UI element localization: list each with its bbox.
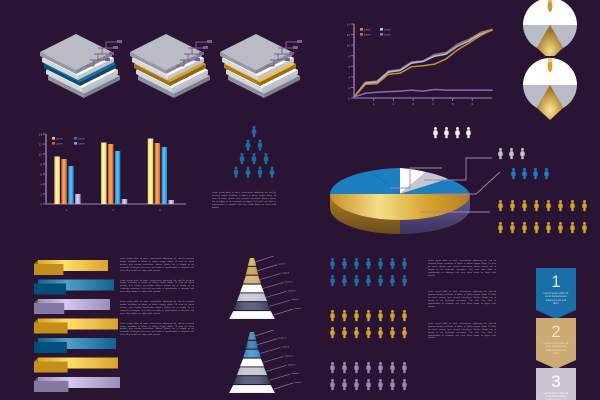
svg-text:0: 0	[40, 203, 42, 207]
svg-text:3: 3	[412, 102, 414, 106]
svg-text:6: 6	[348, 65, 350, 69]
svg-text:Lorem 7: Lorem 7	[294, 307, 302, 310]
banner-3-number: 3	[551, 371, 561, 391]
banner-3[interactable]: 3 Lorem ipsum dolor sit amet consectetue…	[536, 368, 576, 400]
radial-chart-top	[519, 0, 581, 61]
svg-text:14: 14	[347, 23, 351, 27]
pyramid-caption: Lorem ipsum dolor sit amet, consectetuer…	[212, 192, 277, 209]
svg-text:4: 4	[40, 183, 42, 187]
svg-text:Lorem: Lorem	[56, 137, 63, 140]
banner-1-caption: Lorem ipsum dolor sit amet consectetuer …	[543, 291, 569, 305]
svg-text:Lorem 2: Lorem 2	[278, 337, 286, 340]
line-chart: 0 2 4 6 8 10 12 14 1 2 3 4 5 6 Lorem Lorem Lorem Lorem	[336, 18, 496, 119]
svg-text:0: 0	[348, 97, 350, 101]
people-pyramid	[208, 126, 304, 193]
svg-text:14: 14	[39, 133, 43, 137]
svg-text:10: 10	[39, 153, 43, 157]
svg-text:2: 2	[393, 102, 395, 106]
callout-group-white	[432, 127, 482, 150]
svg-text:Lorem: Lorem	[384, 28, 391, 31]
svg-text:1: 1	[373, 102, 375, 106]
svg-text:Lorem: Lorem	[364, 28, 371, 31]
banner-3-caption: Lorem ipsum dolor sit amet consectetuer …	[543, 391, 569, 400]
svg-text:3: 3	[159, 208, 161, 212]
people-grid-purple	[330, 362, 416, 400]
svg-text:Lorem 6: Lorem 6	[291, 298, 299, 301]
svg-text:2: 2	[348, 86, 350, 90]
banner-2[interactable]: 2 Lorem ipsum dolor sit amet consectetue…	[536, 318, 576, 369]
svg-text:1: 1	[66, 208, 68, 212]
svg-text:Lorem 6: Lorem 6	[291, 372, 299, 375]
text-block: Lorem ipsum dolor sit amet, consectetuer…	[120, 258, 194, 272]
svg-text:4: 4	[348, 75, 350, 79]
text-block: Lorem ipsum dolor sit amet, consectetuer…	[120, 279, 194, 294]
svg-text:Lorem: Lorem	[78, 137, 85, 140]
svg-text:5: 5	[452, 102, 454, 106]
layer-stack-3	[214, 22, 310, 107]
banner-1-number: 1	[551, 271, 561, 291]
text-block: Lorem ipsum dolor sit amet, consectetuer…	[428, 291, 496, 308]
svg-text:Lorem 1: Lorem 1	[275, 330, 283, 331]
people-grid-blue	[330, 258, 416, 297]
pie-callout-lines	[390, 157, 501, 213]
banner-2-number: 2	[551, 321, 561, 341]
text-block: Lorem ipsum dolor sit amet, consectetuer…	[428, 260, 496, 277]
banner-2-caption: Lorem ipsum dolor sit amet consectetuer …	[543, 341, 569, 355]
ribbon-bar-chart	[12, 256, 120, 400]
banner-2-body: 2 Lorem ipsum dolor sit amet consectetue…	[536, 318, 576, 360]
layer-stack-2	[124, 22, 220, 107]
banner-1-body: 1 Lorem ipsum dolor sit amet consectetue…	[536, 268, 576, 310]
callout-group-blue	[510, 168, 560, 191]
svg-text:Lorem 7: Lorem 7	[294, 381, 302, 384]
bar-chart: 0 2 4 6 8 10 12 14 1 2 3 Lorem Lorem Lorem Lorem	[26, 128, 192, 225]
svg-text:10: 10	[347, 44, 351, 48]
svg-text:12: 12	[347, 33, 351, 37]
layer-stack-1	[34, 22, 130, 107]
banner-1-notch	[536, 310, 576, 319]
svg-text:4: 4	[432, 102, 434, 106]
people-grid-gold	[330, 310, 416, 349]
radial-chart-bottom	[519, 54, 581, 125]
text-column-left: Lorem ipsum dolor sit amet, consectetuer…	[120, 258, 194, 337]
text-column-right: Lorem ipsum dolor sit amet, consectetuer…	[428, 260, 496, 340]
svg-text:Lorem: Lorem	[384, 33, 391, 36]
pyramid-gold: Lorem 1 Lorem 2 Lorem 3 Lorem 4 Lorem 5 Lorem…	[212, 254, 312, 331]
svg-text:Lorem 4: Lorem 4	[285, 354, 293, 357]
svg-text:2: 2	[112, 208, 114, 212]
svg-text:Lorem 3: Lorem 3	[282, 272, 290, 275]
svg-text:2: 2	[40, 193, 42, 197]
svg-text:Lorem 2: Lorem 2	[278, 263, 286, 266]
svg-text:12: 12	[39, 143, 43, 147]
text-block: Lorem ipsum dolor sit amet, consectetuer…	[120, 322, 194, 337]
callout-group-gold	[498, 200, 598, 249]
svg-text:Lorem 4: Lorem 4	[285, 280, 293, 283]
svg-text:8: 8	[40, 163, 42, 167]
svg-text:Lorem: Lorem	[56, 142, 63, 145]
svg-text:6: 6	[40, 173, 42, 177]
banner-2-notch	[536, 360, 576, 369]
svg-text:6: 6	[471, 102, 473, 106]
svg-text:Lorem: Lorem	[364, 33, 371, 36]
pie-chart-3d	[322, 158, 478, 245]
banner-1[interactable]: 1 Lorem ipsum dolor sit amet consectetue…	[536, 268, 576, 319]
pyramid-blue: Lorem 1 Lorem 2 Lorem 3 Lorem 4 Lorem 5 Lorem…	[212, 328, 312, 400]
svg-text:Lorem: Lorem	[78, 142, 85, 145]
svg-text:Lorem 3: Lorem 3	[282, 346, 290, 349]
banner-3-body: 3 Lorem ipsum dolor sit amet consectetue…	[536, 368, 576, 400]
svg-text:Lorem 5: Lorem 5	[288, 363, 296, 366]
callout-group-gray	[497, 148, 537, 171]
text-block: Lorem ipsum dolor sit amet, consectetuer…	[120, 301, 194, 315]
text-block: Lorem ipsum dolor sit amet, consectetuer…	[428, 322, 496, 340]
svg-text:Lorem 5: Lorem 5	[288, 289, 296, 292]
svg-text:8: 8	[348, 54, 350, 58]
svg-text:Lorem 1: Lorem 1	[275, 256, 283, 257]
